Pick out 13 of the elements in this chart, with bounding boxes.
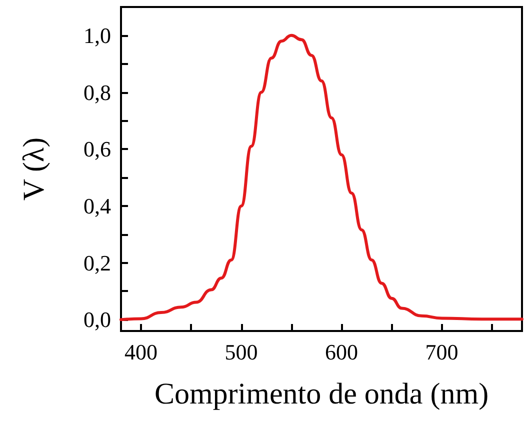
y-tick-label: 0,2 (84, 250, 111, 276)
x-tick-label: 600 (325, 340, 358, 364)
y-axis-title: V (λ) (18, 137, 50, 201)
x-axis-title: Comprimento de onda (nm) (154, 378, 489, 410)
x-tick-label: 500 (224, 340, 258, 364)
y-tick-label: 0,8 (84, 80, 111, 105)
x-tick-label: 400 (124, 340, 158, 364)
y-tick-label: 0,0 (84, 307, 111, 332)
x-tick-label: 700 (425, 340, 458, 364)
line-series (120, 34, 524, 322)
y-tick-label: 1,0 (84, 22, 111, 48)
y-tick-label: 0,4 (84, 193, 111, 218)
y-tick-label: 0,6 (84, 136, 111, 162)
